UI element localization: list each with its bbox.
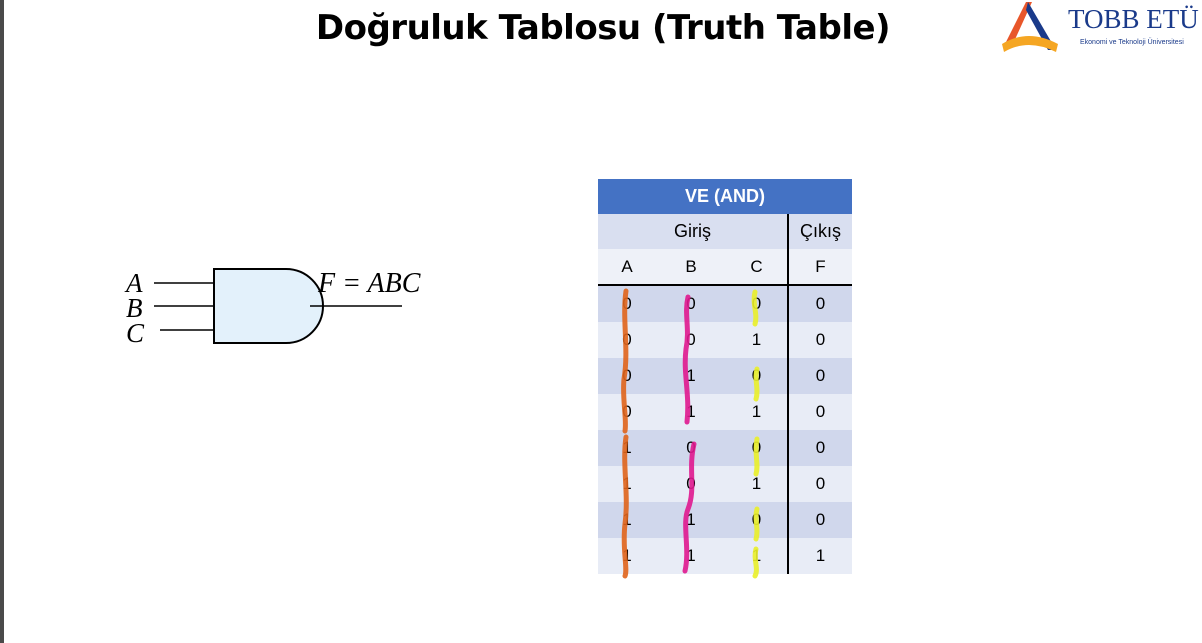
table-row: 0 0 1 0 [598, 322, 852, 358]
cell-a: 1 [598, 538, 656, 574]
table-row: 1 1 1 1 [598, 538, 852, 574]
cell-a: 1 [598, 502, 656, 538]
cell-b: 1 [656, 358, 726, 394]
cell-c: 0 [726, 285, 788, 322]
table-title: VE (AND) [598, 179, 852, 214]
cell-b: 0 [656, 322, 726, 358]
table-row: 1 1 0 0 [598, 502, 852, 538]
cell-a: 1 [598, 466, 656, 502]
cell-a: 0 [598, 285, 656, 322]
cell-c: 0 [726, 430, 788, 466]
input-group-header: Giriş [598, 214, 788, 249]
cell-c: 1 [726, 466, 788, 502]
cell-c: 0 [726, 502, 788, 538]
university-logo: TOBB ETÜ Ekonomi ve Teknoloji Üniversite… [998, 0, 1202, 56]
cell-b: 0 [656, 430, 726, 466]
cell-b: 0 [656, 466, 726, 502]
cell-c: 0 [726, 358, 788, 394]
logo-name: TOBB ETÜ [1068, 4, 1199, 34]
cell-f: 0 [787, 502, 852, 538]
column-header-c: C [726, 249, 788, 286]
table-row: 1 0 0 0 [598, 430, 852, 466]
table-row: 0 1 0 0 [598, 358, 852, 394]
cell-c: 1 [726, 322, 788, 358]
table-row: 1 0 1 0 [598, 466, 852, 502]
cell-f: 1 [787, 538, 852, 574]
cell-f: 0 [787, 394, 852, 430]
cell-a: 0 [598, 322, 656, 358]
output-expression: F = ABC [318, 268, 421, 299]
table-row: 0 0 0 0 [598, 285, 852, 322]
cell-b: 1 [656, 394, 726, 430]
column-header-b: B [656, 249, 726, 286]
cell-f: 0 [787, 466, 852, 502]
output-group-header: Çıkış [787, 214, 852, 249]
logo-subtitle: Ekonomi ve Teknoloji Üniversitesi [1080, 39, 1184, 46]
and-gate-symbol [154, 268, 402, 344]
cell-f: 0 [787, 358, 852, 394]
cell-f: 0 [787, 285, 852, 322]
cell-c: 1 [726, 394, 788, 430]
cell-a: 0 [598, 358, 656, 394]
logo-mark-icon [1002, 2, 1058, 52]
cell-a: 0 [598, 394, 656, 430]
cell-b: 1 [656, 538, 726, 574]
cell-c: 1 [726, 538, 788, 574]
truth-table: VE (AND) Giriş Çıkış A B C F 0 0 0 0 0 0… [598, 179, 852, 579]
input-label-a: A [126, 268, 143, 298]
cell-b: 0 [656, 285, 726, 322]
input-label-b: B [126, 293, 143, 323]
table-row: 0 1 1 0 [598, 394, 852, 430]
window-left-edge [0, 0, 4, 643]
and-gate-diagram: A B C F = ABC [118, 262, 448, 352]
cell-f: 0 [787, 430, 852, 466]
cell-f: 0 [787, 322, 852, 358]
column-header-a: A [598, 249, 656, 286]
cell-b: 1 [656, 502, 726, 538]
column-header-f: F [787, 249, 852, 286]
input-label-c: C [126, 318, 145, 348]
cell-a: 1 [598, 430, 656, 466]
page-title: Doğruluk Tablosu (Truth Table) [315, 8, 891, 48]
